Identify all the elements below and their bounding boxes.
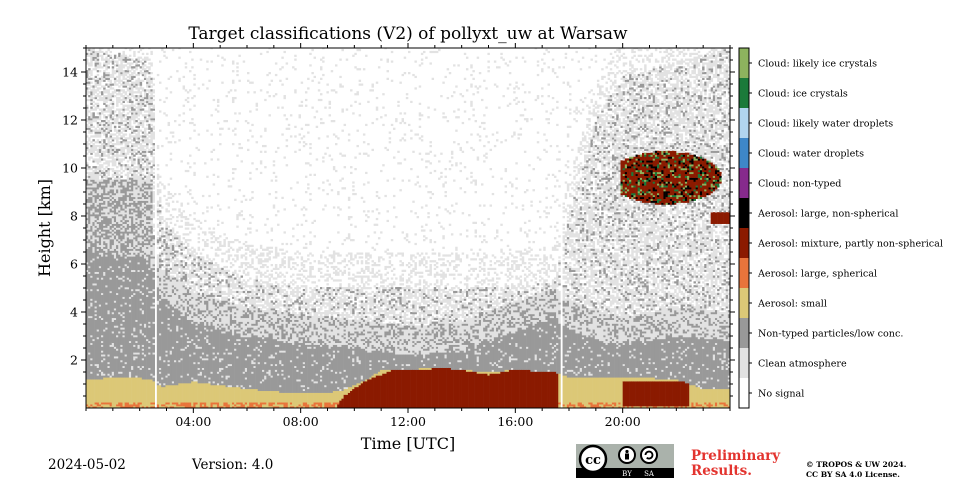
colorbar-swatch [739,198,749,228]
colorbar-label: Aerosol: large, spherical [757,269,877,280]
colorbar-label: Non-typed particles/low conc. [758,329,903,340]
colorbar-swatch [739,48,749,78]
colorbar-swatch [739,108,749,138]
copyright-line-1: © TROPOS & UW 2024. [806,460,906,470]
by-label: BY [622,470,632,478]
colorbar-swatch [739,138,749,168]
colorbar-swatch [739,318,749,348]
colorbar-swatch [739,258,749,288]
colorbar-swatch [739,378,749,408]
y-tick-label: 14 [62,65,78,80]
x-tick-label: 04:00 [175,414,211,429]
colorbar-label: Cloud: likely ice crystals [758,59,877,70]
sa-icon [641,447,657,463]
y-tick-label: 12 [62,113,78,128]
colorbar-label: Aerosol: large, non-spherical [757,209,898,220]
sa-label: SA [644,470,655,478]
colorbar-label: Cloud: non-typed [758,179,841,190]
x-tick-label: 20:00 [605,414,641,429]
version-label: Version: 4.0 [192,457,273,473]
colorbar-label: Cloud: water droplets [758,149,864,160]
y-tick-label: 6 [70,257,78,272]
colorbar-label: Aerosol: mixture, partly non-spherical [757,239,943,250]
preliminary-line-2: Results. [691,464,780,479]
chart-title: Target classifications (V2) of pollyxt_u… [88,24,728,44]
colorbar-swatch [739,168,749,198]
colorbar-swatch [739,78,749,108]
preliminary-line-1: Preliminary [691,449,780,464]
colorbar-swatch [739,228,749,258]
y-tick-label: 2 [70,353,78,368]
y-tick-label: 8 [70,209,78,224]
colorbar-swatch [739,348,749,378]
y-tick-label: 4 [70,305,78,320]
colorbar-label: Cloud: ice crystals [758,89,848,100]
cc-label: cc [585,453,601,468]
colorbar-label: Cloud: likely water droplets [758,119,893,130]
cc-by-sa-badge: cc BY SA [576,444,674,478]
x-tick-label: 08:00 [283,414,319,429]
colorbar-swatch [739,288,749,318]
y-tick-label: 10 [62,161,78,176]
x-axis-label: Time [UTC] [361,434,455,453]
copyright-line-2: CC BY SA 4.0 License. [806,470,906,480]
colorbar-label: Aerosol: small [757,299,827,310]
y-axis-label: Height [km] [35,179,54,277]
copyright-note: © TROPOS & UW 2024. CC BY SA 4.0 License… [806,460,906,480]
x-tick-label: 16:00 [497,414,533,429]
date-label: 2024-05-02 [48,457,126,473]
x-tick-label: 12:00 [390,414,426,429]
plot-area [86,47,730,408]
colorbar: No signal Clean atmosphere Non-typed parti… [739,48,943,408]
preliminary-note: Preliminary Results. [691,449,780,479]
colorbar-label: No signal [758,389,804,400]
colorbar-label: Clean atmosphere [758,359,847,370]
